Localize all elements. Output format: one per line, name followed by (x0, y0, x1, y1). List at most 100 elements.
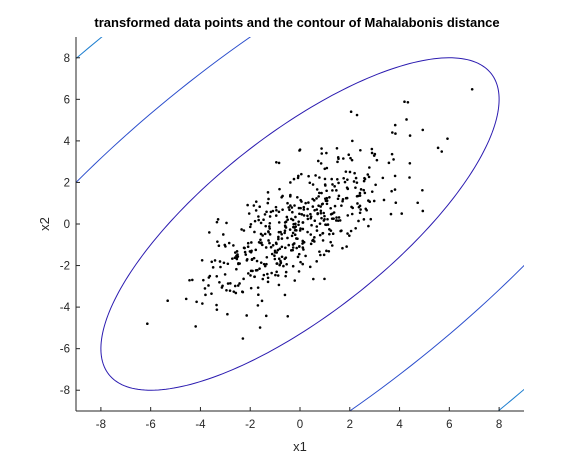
scatter-point (296, 255, 300, 259)
scatter-point (421, 209, 425, 213)
scatter-point (369, 217, 373, 221)
scatter-point (325, 189, 328, 193)
scatter-point (244, 253, 248, 256)
scatter-point (211, 266, 215, 269)
y-tick-label: 0 (64, 219, 70, 231)
scatter-point (277, 283, 281, 287)
scatter-point (331, 212, 334, 215)
scatter-point (277, 257, 281, 261)
scatter-point (194, 325, 197, 328)
scatter-point (322, 253, 326, 257)
y-tick-label: 4 (64, 136, 71, 148)
scatter-point (295, 229, 298, 232)
scatter-point (320, 216, 323, 220)
scatter-point (315, 208, 319, 211)
scatter-point (358, 191, 362, 195)
scatter-point (249, 223, 253, 226)
scatter-point (319, 211, 323, 215)
scatter-point (252, 204, 256, 207)
scatter-point (313, 219, 317, 222)
scatter-point (268, 215, 272, 218)
scatter-point (254, 248, 258, 252)
scatter-point (309, 233, 313, 236)
scatter-point (307, 174, 310, 178)
scatter-point (293, 279, 297, 282)
scatter-point (302, 205, 306, 209)
scatter-point (406, 101, 410, 104)
scatter-point (249, 274, 252, 277)
scatter-point (271, 244, 275, 247)
scatter-point (243, 250, 247, 254)
scatter-point (323, 277, 326, 281)
scatter-point (393, 188, 397, 191)
scatter-point (252, 256, 256, 260)
scatter-point (227, 241, 231, 245)
scatter-point (336, 160, 339, 164)
scatter-point (266, 191, 270, 194)
scatter-point (277, 230, 281, 234)
scatter-point (285, 215, 289, 219)
scatter-point (298, 212, 301, 216)
scatter-point (405, 118, 408, 121)
scatter-point (200, 258, 204, 262)
scatter-point (254, 209, 258, 212)
scatter-point (235, 257, 239, 261)
scatter-point (245, 314, 248, 317)
scatter-point (362, 188, 366, 192)
scatter-point (363, 191, 367, 195)
scatter-point (216, 218, 220, 221)
scatter-point (274, 205, 278, 209)
scatter-point (233, 284, 237, 288)
scatter-point (278, 247, 282, 251)
scatter-point (268, 221, 272, 225)
scatter-point (312, 199, 316, 202)
scatter-point (246, 203, 249, 207)
scatter-point (319, 253, 322, 257)
scatter-point (217, 244, 221, 248)
scatter-point (277, 210, 281, 214)
scatter-point (283, 231, 286, 235)
scatter-point (318, 222, 322, 225)
scatter-point (343, 180, 347, 184)
scatter-point (319, 209, 323, 213)
scatter-point (322, 219, 326, 222)
scatter-point (268, 233, 272, 236)
scatter-point (337, 181, 340, 185)
scatter-point (316, 212, 319, 216)
scatter-point (349, 156, 352, 160)
scatter-point (321, 239, 325, 242)
scatter-point (301, 262, 305, 266)
scatter-point (237, 262, 240, 266)
scatter-point (301, 221, 305, 224)
scatter-point (318, 191, 321, 195)
scatter-point (259, 221, 263, 225)
scatter-point (331, 189, 334, 192)
y-tick-label: 2 (64, 177, 70, 189)
scatter-point (330, 244, 334, 247)
scatter-point (300, 213, 304, 216)
scatter-point (346, 232, 349, 235)
scatter-point (291, 264, 295, 268)
scatter-point (329, 206, 332, 210)
scatter-point (283, 229, 287, 233)
y-axis-label: x2 (37, 217, 52, 231)
scatter-point (259, 238, 262, 242)
x-tick-label: -8 (96, 419, 106, 431)
scatter-point (223, 243, 227, 247)
scatter-point (298, 149, 301, 152)
scatter-point (208, 231, 211, 234)
scatter-point (202, 278, 205, 282)
scatter-point (282, 264, 285, 268)
scatter-point (286, 201, 289, 205)
scatter-point (313, 236, 316, 239)
scatter-point (280, 237, 284, 240)
scatter-point (372, 199, 376, 203)
scatter-point (359, 208, 362, 211)
scatter-point (255, 259, 259, 263)
scatter-point (340, 204, 343, 207)
scatter-point (277, 221, 281, 224)
scatter-point (262, 262, 266, 266)
scatter-point (315, 229, 319, 232)
scatter-point (286, 218, 290, 221)
